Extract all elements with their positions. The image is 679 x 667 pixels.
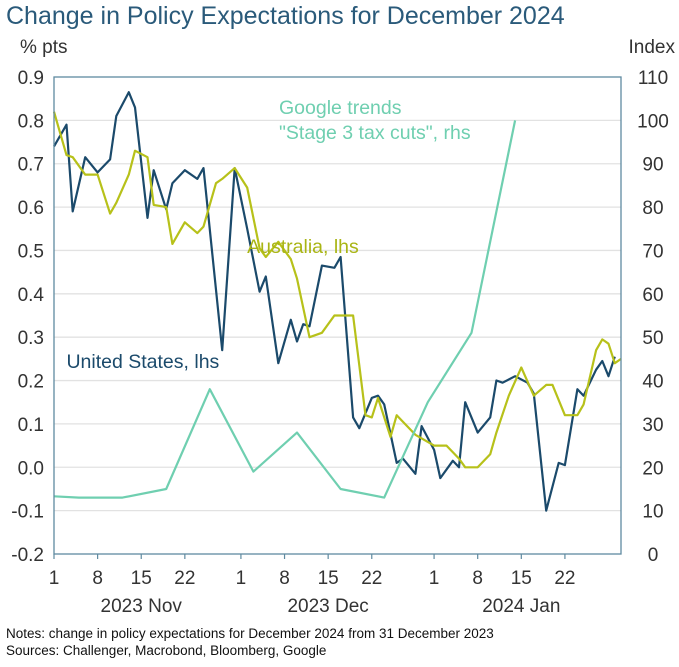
left-y-axis: -0.2 -0.1 0.0 0.1 0.2 0.3 0.4 0.5 0.6 0.7 0.8 0.9 (11, 68, 44, 566)
right-y-tick-label: 0 (648, 545, 659, 566)
left-y-tick-label: 0.5 (18, 241, 44, 262)
left-axis-unit: % pts (20, 37, 68, 58)
left-y-tick-label: 0.0 (18, 458, 44, 479)
series-labels: United States, lhs Australia, lhs Google t… (66, 97, 470, 373)
x-tick-label: 8 (92, 568, 103, 589)
notes-text: Notes: change in policy expectations for… (6, 626, 494, 641)
x-axis: 1 8 15 22 1 8 15 22 1 8 15 22 2023 Nov 2023 Dec 2024 J… (49, 554, 575, 617)
x-tick-label: 8 (472, 568, 483, 589)
left-y-tick-label: 0.8 (18, 111, 44, 132)
right-y-tick-label: 40 (642, 372, 663, 393)
chart-notes: Notes: change in policy expectations for… (6, 625, 494, 659)
left-y-tick-label: 0.6 (18, 198, 44, 219)
right-y-tick-label: 60 (642, 285, 663, 306)
x-month-label: 2023 Dec (287, 596, 368, 617)
australia-label: Australia, lhs (247, 236, 359, 258)
left-y-tick-label: 0.4 (18, 285, 45, 306)
united-states-label: United States, lhs (66, 351, 219, 373)
plot-border (53, 76, 622, 555)
google-trends-line (53, 120, 517, 499)
google-trends-label-line1: Google trends (279, 97, 402, 119)
google-trends-label-line2: "Stage 3 tax cuts", rhs (279, 122, 471, 144)
right-y-tick-label: 70 (642, 241, 663, 262)
right-y-tick-label: 80 (642, 198, 663, 219)
x-tick-label: 1 (236, 568, 247, 589)
right-y-tick-label: 50 (642, 328, 663, 349)
x-tick-label: 8 (279, 568, 290, 589)
x-tick-label: 15 (131, 568, 152, 589)
x-tick-label: 15 (511, 568, 532, 589)
left-y-tick-label: 0.1 (18, 415, 44, 436)
x-tick-label: 22 (554, 568, 575, 589)
right-y-tick-label: 110 (638, 68, 668, 89)
right-y-axis: 0 10 20 30 40 50 60 70 80 90 100 110 (637, 68, 669, 566)
united-states-line (53, 91, 616, 512)
right-y-tick-label: 20 (642, 458, 663, 479)
left-y-tick-label: 0.2 (18, 372, 44, 393)
plot-frame (53, 76, 622, 555)
right-axis-unit: Index (628, 37, 675, 58)
right-y-tick-label: 90 (642, 155, 663, 176)
x-tick-label: 1 (429, 568, 440, 589)
left-y-tick-label: 0.3 (18, 328, 44, 349)
chart-title: Change in Policy Expectations for Decemb… (6, 2, 565, 30)
left-y-tick-label: -0.2 (11, 545, 44, 566)
x-tick-label: 15 (318, 568, 339, 589)
right-y-tick-label: 30 (642, 415, 663, 436)
left-y-tick-label: -0.1 (11, 502, 44, 523)
x-month-label: 2023 Nov (101, 596, 183, 617)
australia-line (52, 111, 622, 469)
right-y-tick-label: 10 (642, 502, 663, 523)
x-month-label: 2024 Jan (482, 596, 560, 617)
x-tick-label: 22 (174, 568, 195, 589)
left-y-tick-label: 0.9 (18, 68, 44, 89)
sources-text: Sources: Challenger, Macrobond, Bloomber… (6, 643, 327, 658)
series-lines (52, 91, 622, 512)
right-y-tick-label: 100 (637, 111, 669, 132)
x-tick-label: 22 (361, 568, 382, 589)
left-y-tick-label: 0.7 (18, 155, 44, 176)
x-tick-label: 1 (49, 568, 60, 589)
